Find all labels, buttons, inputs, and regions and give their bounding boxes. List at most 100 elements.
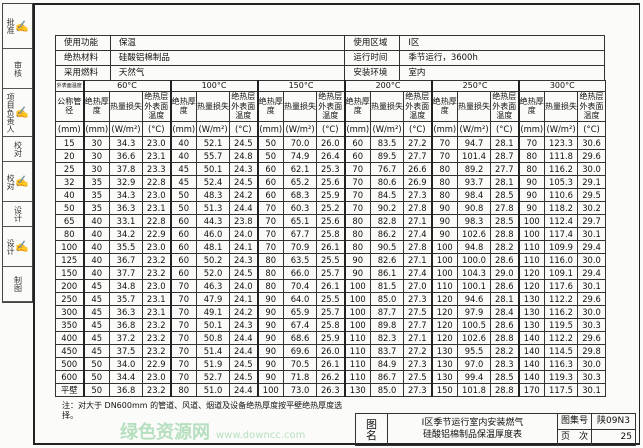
unit: (°C) (403, 120, 433, 137)
info-label: 使用功能 (55, 35, 111, 51)
unit-row: (mm) (mm) (W/m²) (°C) (mm) (W/m²) (°C) (mm) (W/m… (55, 120, 607, 137)
value-cell: 29.8 (577, 343, 607, 358)
value-cell: 70 (430, 148, 459, 163)
pipe-size-cell: 200 (55, 278, 84, 293)
value-cell: 25.2 (316, 200, 346, 215)
table-row: 450 45 37.5 23.2 70 51.4 24.4 90 69.6 26.0 110 83.7… (55, 343, 607, 358)
info-label: 采用燃料 (55, 65, 111, 81)
value-cell: 28.8 (490, 226, 520, 241)
value-cell: 28.1 (490, 291, 520, 306)
value-cell: 29.6 (577, 291, 607, 306)
value-cell: 27.5 (403, 369, 433, 384)
value-cell: 47.9 (196, 291, 231, 306)
value-cell: 27.1 (403, 213, 433, 228)
value-cell: 30.0 (577, 161, 607, 176)
value-cell: 85.0 (370, 382, 405, 397)
value-cell: 26.0 (316, 135, 346, 150)
value-cell: 24.2 (229, 187, 259, 202)
value-cell: 28.2 (490, 343, 520, 358)
column-header: 热量损失 (109, 91, 143, 122)
atlas-number-label: 图集号 (557, 413, 592, 430)
column-header: 热量损失 (457, 91, 492, 122)
value-cell: 71.8 (283, 369, 318, 384)
signature-cell: 设计 (3, 202, 32, 227)
value-cell: 116.2 (544, 304, 579, 319)
value-cell: 25.5 (316, 252, 346, 267)
value-cell: 25.8 (316, 226, 346, 241)
value-cell: 68.3 (283, 187, 318, 202)
value-cell: 60 (169, 213, 198, 228)
value-cell: 35 (82, 200, 110, 215)
unit: (°C) (229, 120, 259, 137)
value-cell: 86.2 (370, 226, 405, 241)
temperature-header: 60°C (82, 80, 172, 92)
value-cell: 60 (256, 187, 285, 202)
value-cell: 40 (169, 148, 198, 163)
value-cell: 83.7 (370, 343, 405, 358)
value-cell: 100 (343, 317, 372, 332)
value-cell: 111.8 (544, 148, 579, 163)
value-cell: 70.4 (283, 278, 318, 293)
value-cell: 25.7 (316, 304, 346, 319)
info-value: 硅酸铝棉制品 (109, 50, 346, 66)
value-cell: 130 (343, 382, 372, 397)
value-cell: 70 (256, 239, 285, 254)
value-cell: 80 (343, 226, 372, 241)
value-cell: 29.6 (577, 330, 607, 345)
value-cell: 90 (430, 213, 459, 228)
pipe-size-cell: 50 (55, 200, 84, 215)
table-row: 100 40 35.5 23.0 60 48.1 24.1 70 70.9 26.1 80 90.5 2… (55, 239, 607, 254)
value-cell: 98.3 (457, 213, 492, 228)
value-cell: 101.8 (457, 382, 492, 397)
unit: (W/m²) (370, 120, 405, 137)
value-cell: 32.9 (109, 174, 143, 189)
signature-cell: 校对 (3, 137, 32, 162)
value-cell: 23.1 (141, 291, 172, 306)
value-cell: 37.5 (109, 343, 143, 358)
pipe-size-cell: 15 (55, 135, 84, 150)
unit: (°C) (577, 120, 607, 137)
signature-cell: 设计 ✍ (3, 227, 32, 267)
temperature-header: 300°C (517, 80, 607, 92)
column-header: 绝热厚度 (256, 91, 285, 122)
value-cell: 27.1 (403, 252, 433, 267)
insulation-thickness-table: 外表面温度 60°C 100°C 150°C 200°C 250°C 300°C 公称管径 绝热… (55, 80, 607, 397)
value-cell: 23.2 (141, 330, 172, 345)
value-cell: 120 (517, 265, 546, 280)
unit: (mm) (430, 120, 459, 137)
value-cell: 117.6 (544, 278, 579, 293)
table-row: 125 40 36.7 23.2 60 50.2 24.3 80 63.5 25.5 90 82.6 2… (55, 252, 607, 267)
value-cell: 70 (169, 278, 198, 293)
value-cell: 60 (343, 135, 372, 150)
signature-cell: 审核 (3, 49, 32, 89)
role-label: 设计 (13, 206, 23, 222)
value-cell: 100 (430, 265, 459, 280)
info-row: 绝热材料 硅酸铝棉制品 运行时间 季节运行，3600h (55, 50, 605, 66)
value-cell: 27.0 (403, 278, 433, 293)
watermark-text: 绿色资源网 (120, 422, 210, 443)
table-row: 65 40 33.1 22.8 60 44.3 23.8 70 65.1 25.6 80 82.8 27… (55, 213, 607, 228)
value-cell: 23.2 (141, 252, 172, 267)
column-header-row: 公称管径 绝热厚度 热量损失 绝热层外表面温度 绝热厚度 热量损失 绝热层外表面温度 绝热厚度… (55, 91, 607, 122)
pipe-size-cell: 40 (55, 187, 84, 202)
value-cell: 73.0 (283, 382, 318, 397)
signature: ✍ (15, 175, 29, 188)
value-cell: 50 (256, 135, 285, 150)
value-cell: 90 (256, 304, 285, 319)
value-cell: 27.7 (403, 317, 433, 332)
column-header: 绝热层外表面温度 (229, 91, 259, 122)
value-cell: 89.2 (457, 161, 492, 176)
value-cell: 24.2 (229, 304, 259, 319)
table-row: 40 35 34.3 23.0 50 48.3 24.2 60 68.3 25.9 70 84.5 27… (55, 187, 607, 202)
value-cell: 114.5 (544, 343, 579, 358)
value-cell: 70 (343, 200, 372, 215)
corner-label: 外表面温度 (55, 80, 84, 92)
value-cell: 36.3 (109, 304, 143, 319)
value-cell: 30 (82, 161, 110, 176)
value-cell: 26.2 (316, 369, 346, 384)
value-cell: 29.0 (490, 265, 520, 280)
value-cell: 70 (343, 174, 372, 189)
value-cell: 130 (430, 369, 459, 384)
value-cell: 40 (82, 252, 110, 267)
table-row: 150 40 37.7 23.2 60 52.0 24.5 80 66.0 25.7 90 86.1 2… (55, 265, 607, 280)
